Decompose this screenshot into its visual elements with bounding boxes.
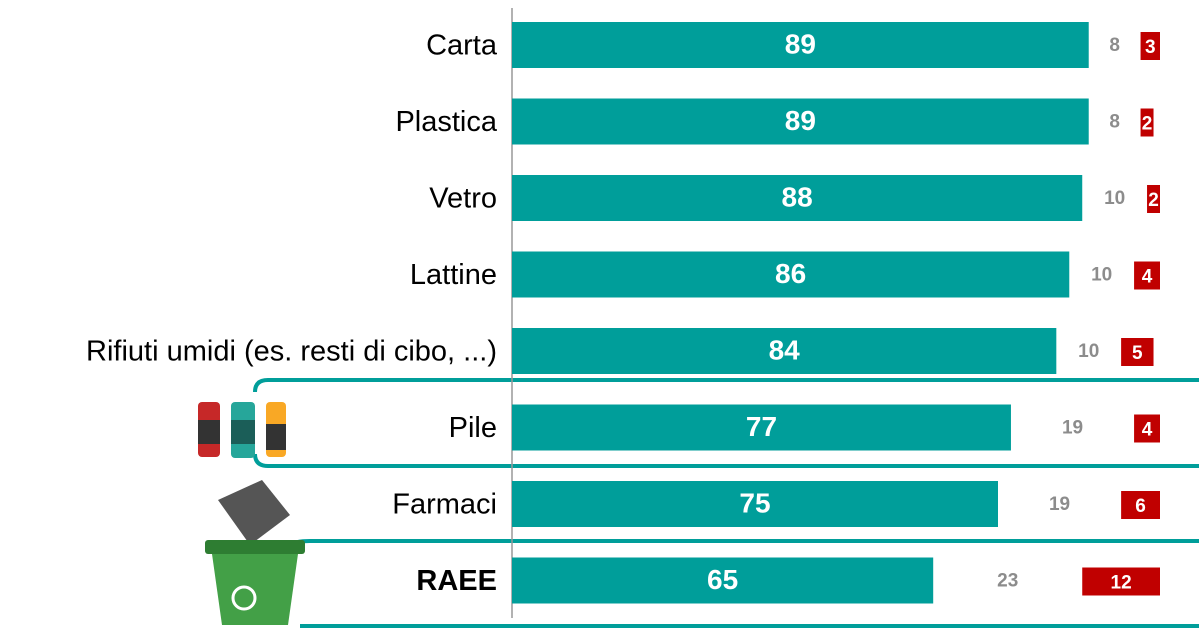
value-label: 4 — [1142, 267, 1153, 288]
value-label: 19 — [1049, 494, 1070, 515]
category-label: Vetro — [429, 183, 497, 215]
value-label: 10 — [1078, 341, 1099, 362]
value-label: 8 — [1109, 35, 1120, 56]
highlight-frame — [255, 454, 1199, 466]
value-label: 5 — [1132, 343, 1143, 364]
value-label: 88 — [782, 181, 813, 212]
value-label: 2 — [1148, 190, 1159, 211]
value-label: 23 — [997, 571, 1018, 592]
value-label: 89 — [785, 28, 816, 59]
category-label: Pile — [449, 412, 497, 444]
value-label: 89 — [785, 105, 816, 136]
category-label: Plastica — [395, 106, 497, 138]
value-label: 6 — [1135, 496, 1146, 517]
value-label: 86 — [775, 258, 806, 289]
page: {"chart_data": {"type": "bar", "orientat… — [0, 0, 1199, 634]
chart: Carta 89 8 3 Plastica 89 8 2 Vetro 88 10 2 Lattine 86… — [0, 0, 1199, 634]
category-label: Rifiuti umidi (es. resti di cibo, ...) — [86, 336, 497, 368]
batteries-icon — [198, 402, 286, 458]
highlight-frame — [255, 380, 1199, 392]
value-label: 19 — [1062, 418, 1083, 439]
value-label: 4 — [1142, 420, 1153, 441]
value-label: 2 — [1142, 114, 1153, 135]
value-label: 12 — [1111, 573, 1132, 594]
value-label: 77 — [746, 411, 777, 442]
category-label: Carta — [426, 30, 498, 62]
category-label: Farmaci — [392, 489, 497, 521]
value-label: 84 — [769, 334, 801, 365]
recycle-bin-icon — [205, 480, 305, 625]
category-label: RAEE — [416, 565, 497, 597]
category-label: Lattine — [410, 259, 497, 291]
value-label: 65 — [707, 564, 738, 595]
highlight-frame — [290, 541, 1199, 545]
value-label: 75 — [739, 487, 770, 518]
value-label: 3 — [1145, 37, 1156, 58]
value-label: 10 — [1091, 265, 1112, 286]
value-label: 10 — [1104, 188, 1125, 209]
value-label: 8 — [1109, 112, 1120, 133]
